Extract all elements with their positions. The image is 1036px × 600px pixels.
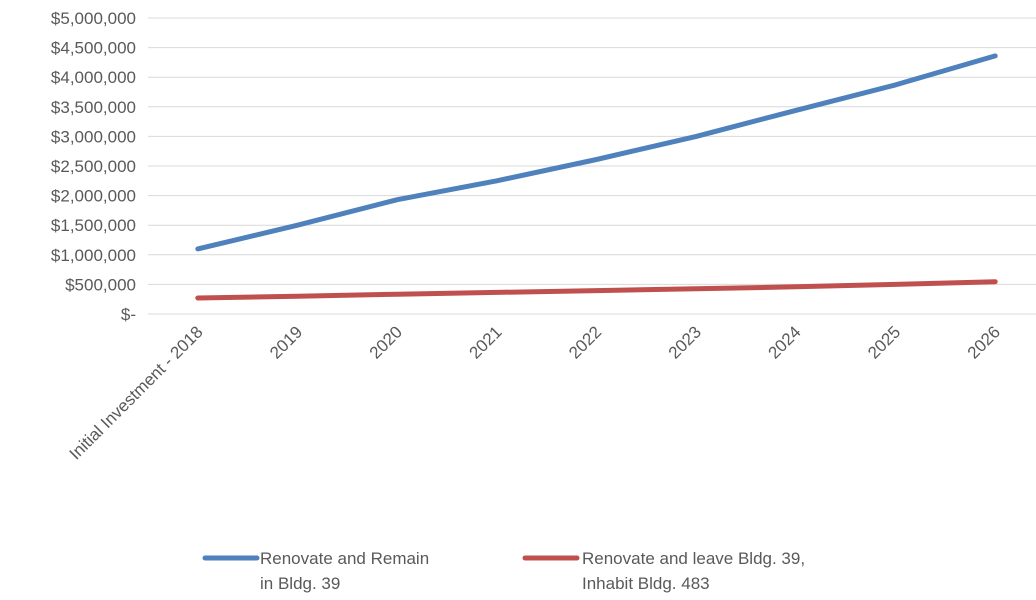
legend-item-1: Renovate and Remain in Bldg. 39 — [202, 549, 429, 593]
gridlines — [148, 17, 1036, 315]
legend-label: Renovate and leave Bldg. 39, — [582, 549, 805, 568]
y-tick-label: $3,000,000 — [51, 127, 136, 146]
x-tick-label: 2026 — [964, 322, 1004, 362]
y-tick-label: $2,000,000 — [51, 187, 136, 206]
y-tick-label: $4,500,000 — [51, 39, 136, 58]
x-tick-label: 2022 — [565, 322, 605, 362]
x-tick-label: 2023 — [665, 322, 705, 362]
x-axis-tick-labels: Initial Investment - 2018 2019 2020 2021 202… — [66, 322, 1004, 463]
series-lines — [195, 53, 998, 301]
legend-label: Renovate and Remain — [260, 549, 429, 568]
x-tick-label: 2019 — [266, 322, 306, 362]
x-tick-label: 2025 — [864, 322, 904, 362]
y-tick-label: $3,500,000 — [51, 98, 136, 117]
legend-item-2: Renovate and leave Bldg. 39, Inhabit Bldg… — [522, 549, 805, 593]
legend-label: Inhabit Bldg. 483 — [582, 574, 710, 593]
x-tick-label: 2024 — [764, 322, 804, 362]
legend-label: in Bldg. 39 — [260, 574, 340, 593]
y-tick-label: $- — [121, 305, 136, 324]
y-tick-label: $2,500,000 — [51, 157, 136, 176]
y-tick-label: $4,000,000 — [51, 68, 136, 87]
x-tick-label: 2020 — [366, 322, 406, 362]
x-tick-label: 2021 — [465, 322, 505, 362]
y-tick-label: $500,000 — [65, 275, 136, 294]
y-tick-label: $5,000,000 — [51, 9, 136, 28]
x-tick-label: Initial Investment - 2018 — [66, 322, 207, 463]
y-tick-label: $1,000,000 — [51, 246, 136, 265]
y-tick-label: $1,500,000 — [51, 216, 136, 235]
series-line-1 — [195, 53, 998, 252]
y-axis-tick-labels: $- $500,000 $1,000,000 $1,500,000 $2,000,000… — [51, 9, 136, 324]
